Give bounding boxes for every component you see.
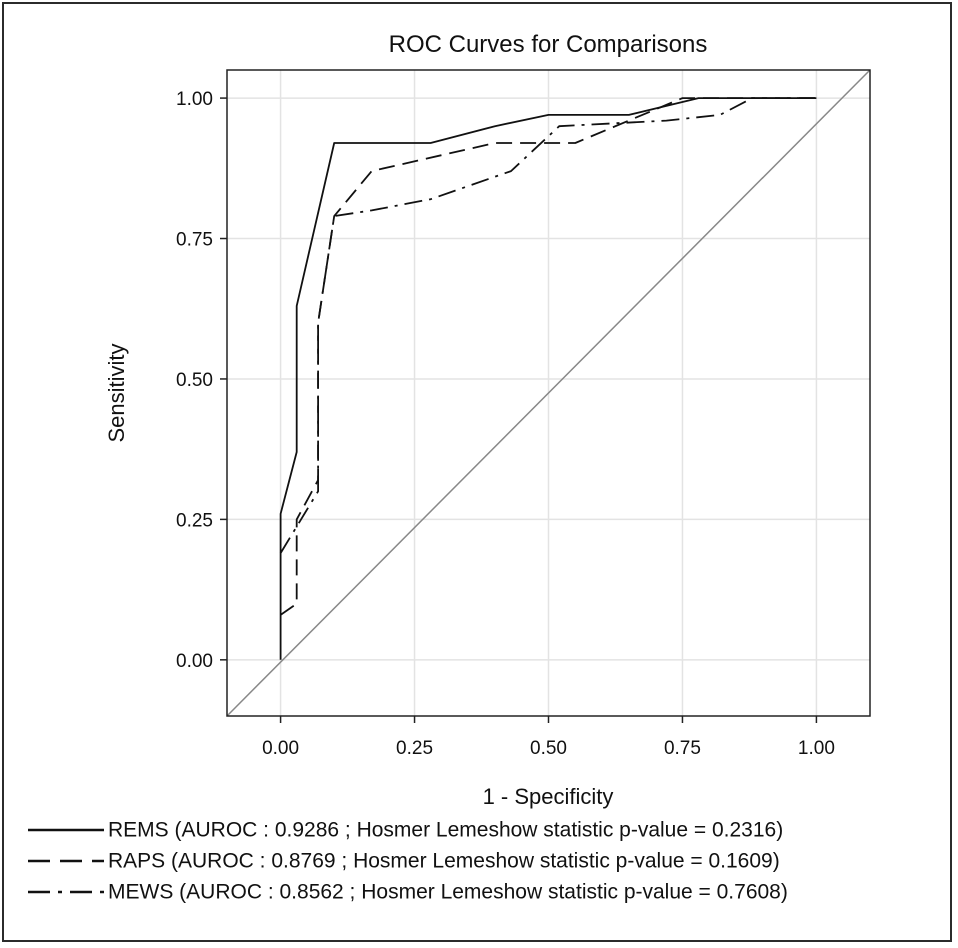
x-tick-label: 0.50 [530, 738, 567, 759]
series-line-raps [280, 97, 817, 616]
legend-label-mews: MEWS (AUROC : 0.8562 ; Hosmer Lemeshow s… [108, 880, 788, 904]
x-tick-label: 0.75 [664, 738, 701, 759]
legend-item-mews: MEWS (AUROC : 0.8562 ; Hosmer Lemeshow s… [28, 878, 788, 906]
legend-swatch-dashdot [28, 891, 104, 894]
y-axis-label: Sensitivity [104, 343, 129, 442]
axes: 0.00 0.25 0.50 0.75 1.00 0.00 0.25 0.50 0.75 1.00 [176, 89, 835, 759]
legend-label-rems: REMS (AUROC : 0.9286 ; Hosmer Lemeshow s… [108, 818, 784, 842]
chart-title: ROC Curves for Comparisons [389, 31, 708, 58]
y-tick-label: 0.25 [176, 510, 213, 531]
reference-diagonal [226, 69, 871, 717]
legend-item-raps: RAPS (AUROC : 0.8769 ; Hosmer Lemeshow s… [28, 847, 780, 875]
x-tick-label: 0.25 [396, 738, 433, 759]
legend-swatch-dashed [28, 860, 104, 863]
series-group [279, 97, 817, 660]
legend-item-rems: REMS (AUROC : 0.9286 ; Hosmer Lemeshow s… [28, 816, 783, 844]
x-tick-label: 1.00 [798, 738, 835, 759]
legend-swatch-solid [28, 829, 104, 832]
series-line-rems [279, 97, 817, 660]
y-tick-label: 1.00 [176, 89, 213, 110]
y-tick-label: 0.50 [176, 370, 213, 391]
x-tick-label: 0.00 [262, 738, 299, 759]
y-tick-label: 0.00 [176, 651, 213, 672]
x-axis-label: 1 - Specificity [483, 784, 614, 809]
series-line-mews [279, 97, 817, 554]
legend-label-raps: RAPS (AUROC : 0.8769 ; Hosmer Lemeshow s… [108, 849, 780, 873]
y-tick-label: 0.75 [176, 230, 213, 251]
